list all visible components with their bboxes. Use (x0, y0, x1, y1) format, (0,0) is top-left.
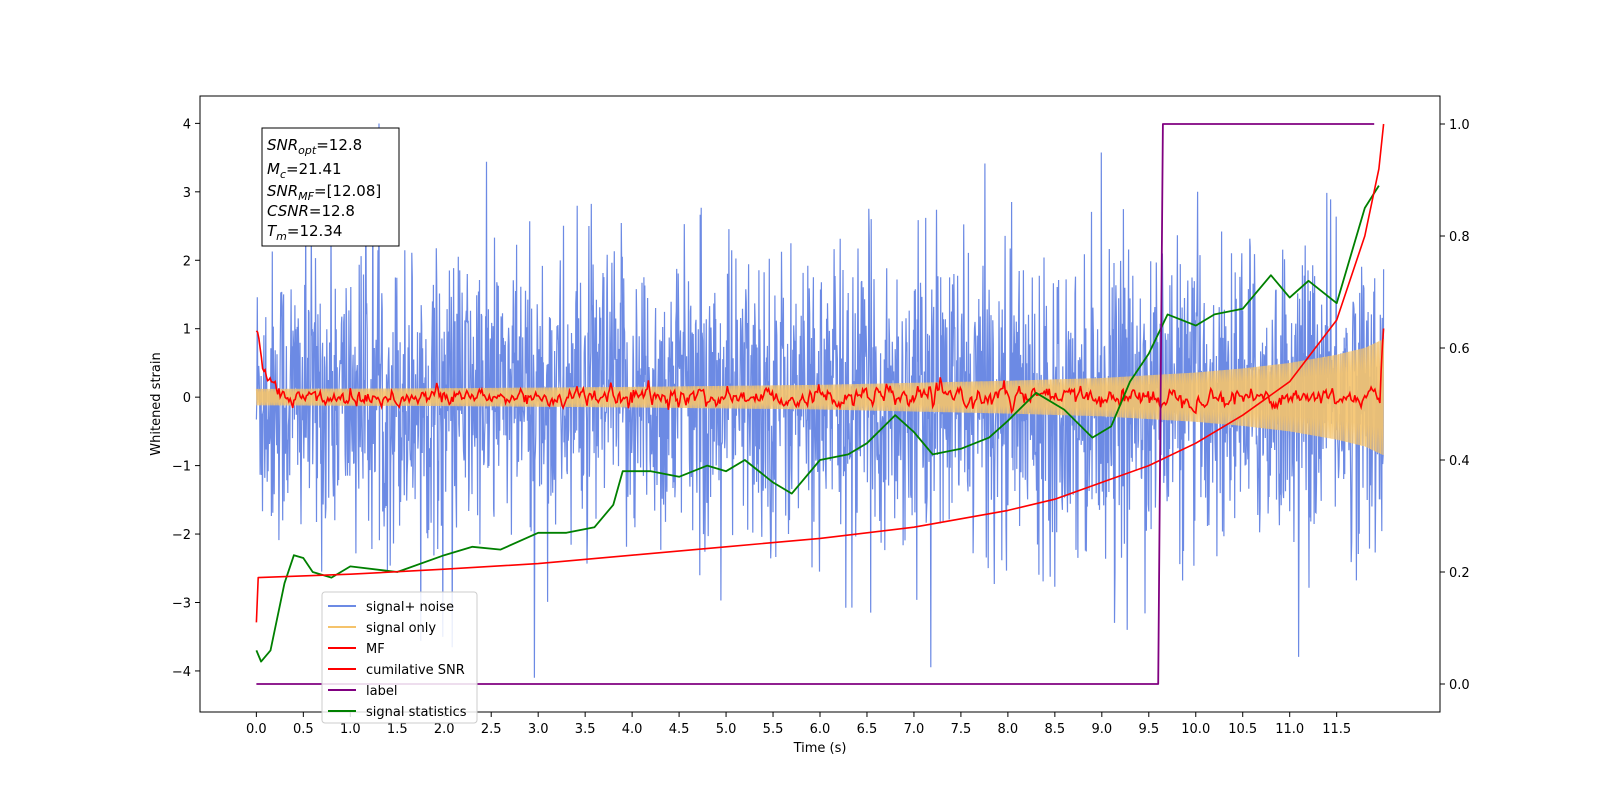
y2-tick-label: 0.4 (1449, 454, 1470, 469)
info-snr-mf: SNRMF=[12.08] (267, 182, 381, 203)
info-tm-value: =12.34 (287, 222, 343, 240)
x-tick-label: 2.5 (481, 722, 502, 737)
x-tick-label: 11.5 (1322, 722, 1351, 737)
legend: signal+ noise signal only MF cumilative … (321, 591, 478, 724)
series-label (256, 123, 1375, 685)
x-tick-label: 0.5 (293, 722, 314, 737)
y-tick-label: −1 (172, 460, 191, 475)
info-snr-mf-base: SNR (267, 182, 298, 200)
x-tick-label: 1.5 (387, 722, 408, 737)
x-tick-label: 7.0 (904, 722, 925, 737)
y-tick-label: 0 (183, 391, 191, 406)
y2-tick-label: 1.0 (1449, 118, 1470, 133)
info-mc-base: M (267, 160, 280, 178)
y-tick-label: 2 (183, 254, 191, 269)
x-tick-label: 6.5 (857, 722, 878, 737)
info-snr-opt-sub: opt (298, 144, 317, 157)
x-axis-label: Time (s) (793, 741, 847, 756)
x-tick-label: 6.0 (810, 722, 831, 737)
y-tick-label: 1 (183, 323, 191, 338)
x-tick-label: 5.5 (763, 722, 784, 737)
legend-label-cumulative-snr: cumilative SNR (366, 663, 465, 678)
info-snr-mf-sub: MF (298, 190, 314, 203)
x-tick-label: 4.5 (669, 722, 690, 737)
x-tick-label: 11.0 (1275, 722, 1304, 737)
info-csnr-value: =12.8 (309, 202, 355, 220)
y2-tick-label: 0.8 (1449, 230, 1470, 245)
info-box: SNRopt=12.8 Mc=21.41 SNRMF=[12.08] CSNR=… (261, 127, 400, 247)
info-mc-value: =21.41 (286, 160, 342, 178)
legend-label-signal-noise: signal+ noise (366, 600, 454, 615)
y2-tick-label: 0.2 (1449, 566, 1470, 581)
info-box-frame (261, 127, 400, 247)
info-snr-mf-value: =[12.08] (314, 182, 381, 200)
info-snr-opt-base: SNR (267, 136, 298, 154)
y-axis-label: Whitened strain (149, 352, 164, 455)
x-tick-label: 9.5 (1138, 722, 1159, 737)
info-mc: Mc=21.41 (267, 160, 342, 181)
x-tick-label: 1.0 (340, 722, 361, 737)
series-mf (255, 328, 1385, 415)
x-tick-label: 9.0 (1091, 722, 1112, 737)
x-tick-label: 4.0 (622, 722, 643, 737)
y-tick-label: −3 (172, 596, 191, 611)
x-tick-label: 8.5 (1045, 722, 1066, 737)
x-tick-label: 3.5 (575, 722, 596, 737)
x-tick-label: 0.0 (246, 722, 267, 737)
x-tick-label: 3.0 (528, 722, 549, 737)
info-tm-base: T (267, 222, 278, 240)
series-signal-only (255, 338, 1385, 456)
info-csnr-base: CSNR (267, 202, 309, 220)
x-tick-label: 2.0 (434, 722, 455, 737)
y2-tick-label: 0.6 (1449, 342, 1470, 357)
y2-tick-label: 0.0 (1449, 678, 1470, 693)
y-tick-label: 3 (183, 186, 191, 201)
series-signal-noise (255, 123, 1385, 678)
info-snr-opt-value: =12.8 (316, 136, 362, 154)
series-signal-statistics (255, 185, 1380, 663)
legend-label-mf: MF (366, 642, 385, 657)
legend-label-signal-statistics: signal statistics (366, 705, 467, 720)
ticks-layer: 0.0 0.5 1.0 1.5 2.0 2.5 3.0 3.5 4.0 4.5 5.0 5.5 6.0 6… (172, 117, 1470, 737)
x-tick-label: 8.0 (998, 722, 1019, 737)
x-tick-label: 10.0 (1181, 722, 1210, 737)
plot-layer (255, 123, 1385, 685)
info-mc-sub: c (280, 168, 286, 181)
legend-frame (321, 591, 478, 724)
info-csnr: CSNR=12.8 (267, 202, 355, 220)
info-tm-sub: m (276, 230, 287, 243)
info-snr-opt: SNRopt=12.8 (267, 136, 362, 157)
legend-label-signal-only: signal only (366, 621, 436, 636)
x-tick-label: 7.5 (951, 722, 972, 737)
series-cumulative-snr (255, 123, 1385, 623)
y-tick-label: −2 (172, 528, 191, 543)
y-tick-label: −4 (172, 665, 191, 680)
x-tick-label: 10.5 (1228, 722, 1257, 737)
x-tick-label: 5.0 (716, 722, 737, 737)
legend-label-label: label (366, 684, 397, 699)
y-tick-label: 4 (183, 117, 191, 132)
info-tm: Tm=12.34 (267, 222, 342, 243)
